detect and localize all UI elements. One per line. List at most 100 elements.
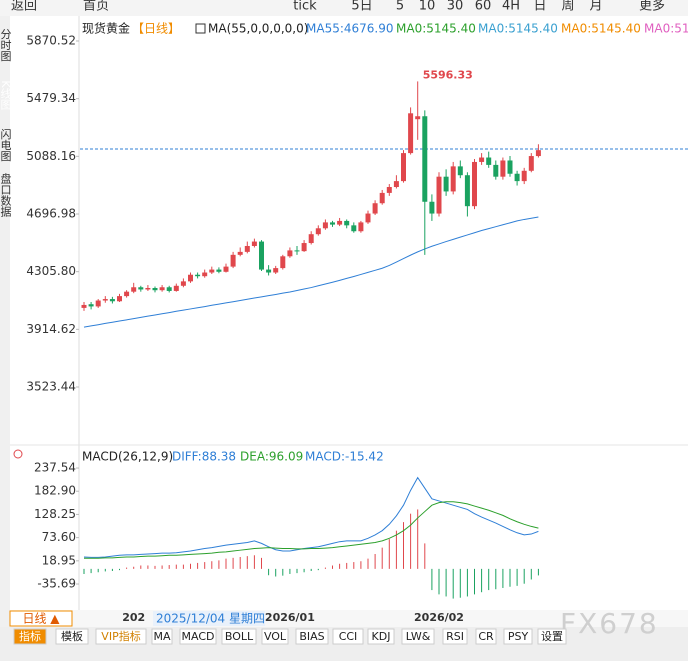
tab[interactable]: [151, 628, 173, 645]
tab[interactable]: [13, 628, 47, 645]
tab-label[interactable]: VIP指标: [101, 629, 140, 643]
candle-body: [507, 160, 513, 174]
tab-label[interactable]: RSI: [446, 630, 464, 643]
macd-line: [84, 501, 539, 559]
candle-body: [521, 170, 527, 182]
y-tick-label: 4696.98: [26, 206, 76, 220]
tab[interactable]: [537, 628, 567, 645]
toolbar-button[interactable]: tick: [293, 0, 317, 14]
candle-body: [117, 296, 122, 302]
candle-body: [202, 272, 208, 277]
candle-body: [266, 269, 272, 273]
toolbar-button[interactable]: 更多: [639, 0, 665, 14]
candle-body: [209, 269, 215, 273]
sidebar-tab[interactable]: K线图: [0, 80, 12, 110]
tab[interactable]: [261, 628, 289, 645]
candle-body: [514, 173, 520, 182]
y-tick-label: 3914.62: [26, 322, 76, 336]
period-button-label[interactable]: 日线 ▲: [22, 612, 60, 626]
watermark: FX678: [560, 607, 659, 640]
tab-label[interactable]: LW&: [406, 630, 431, 643]
period-button[interactable]: [9, 610, 73, 627]
toolbar-button[interactable]: 30: [447, 0, 464, 14]
sidebar: [0, 16, 10, 661]
candle-body: [358, 222, 364, 232]
toolbar-button[interactable]: 月: [589, 0, 602, 14]
toolbar-button[interactable]: 周: [561, 0, 574, 14]
tab-label[interactable]: 模板: [61, 629, 83, 643]
tab-label[interactable]: PSY: [508, 630, 529, 643]
toolbar-button[interactable]: 日: [533, 0, 546, 14]
sidebar-tab[interactable]: 盘口数据: [0, 172, 12, 218]
x-tick-label: 2026/02: [414, 611, 464, 624]
toolbar-button[interactable]: 10: [419, 0, 436, 14]
sidebar-tab[interactable]: 分时图: [0, 28, 12, 62]
candle-body: [251, 241, 257, 246]
tab[interactable]: [332, 628, 364, 645]
y-tick-label: 5088.16: [26, 149, 76, 163]
candle-body: [372, 203, 378, 214]
candle-body: [195, 274, 201, 277]
legend-entry: DIFF:88.38: [172, 450, 236, 464]
tab-label[interactable]: CR: [478, 630, 494, 643]
legend-entry: MA0:5145.40: [561, 22, 641, 36]
candle-body: [528, 156, 534, 171]
candle-body: [244, 245, 250, 252]
candle-body: [216, 269, 222, 272]
tab[interactable]: [179, 628, 217, 645]
candle-body: [393, 181, 399, 188]
tab[interactable]: [295, 628, 329, 645]
toolbar-button[interactable]: 首页: [83, 0, 109, 14]
y-tick-label: -35.69: [37, 577, 76, 591]
tab-label[interactable]: 指标: [19, 629, 41, 643]
legend-entry: MACD:-15.42: [305, 450, 384, 464]
tab-label[interactable]: 设置: [541, 630, 563, 643]
tab[interactable]: [55, 628, 89, 645]
tab-label[interactable]: MA: [153, 630, 170, 643]
candle-body: [500, 160, 506, 177]
toolbar-button[interactable]: 返回: [11, 0, 37, 14]
tab-label[interactable]: CCI: [339, 630, 358, 643]
candle-body: [237, 251, 243, 255]
tab[interactable]: [475, 628, 497, 645]
candle-body: [259, 241, 264, 270]
tab-label[interactable]: BOLL: [225, 630, 254, 643]
tab-label[interactable]: BIAS: [299, 630, 324, 643]
toolbar-button[interactable]: 5: [396, 0, 404, 14]
tab[interactable]: [442, 628, 468, 645]
y-tick-label: 73.60: [42, 530, 76, 544]
tab-label[interactable]: KDJ: [372, 630, 391, 643]
tab[interactable]: [95, 628, 147, 645]
y-tick-label: 182.90: [34, 484, 76, 498]
settings-icon[interactable]: [13, 449, 23, 459]
candle-body: [535, 150, 541, 157]
candle-body: [422, 116, 428, 202]
candle-body: [166, 287, 172, 291]
candle-body: [386, 187, 392, 193]
tab[interactable]: [221, 628, 257, 645]
candle-body: [280, 256, 286, 269]
legend-entry: MA0:5145.40: [396, 22, 476, 36]
candle-body: [322, 222, 328, 229]
candle-body: [180, 281, 186, 286]
toolbar-button[interactable]: 5日: [351, 0, 372, 14]
tab[interactable]: [503, 628, 533, 645]
candle-body: [131, 287, 137, 292]
candle-body: [230, 254, 236, 267]
tab[interactable]: [401, 628, 435, 645]
legend-entry: MA(55,0,0,0,0,0): [208, 22, 308, 36]
candle-body: [173, 285, 179, 291]
toolbar-button[interactable]: 4H: [502, 0, 520, 14]
tab-label[interactable]: VOL: [264, 630, 287, 643]
tab-label[interactable]: MACD: [182, 630, 215, 643]
tab[interactable]: [367, 628, 395, 645]
candle-body: [429, 201, 435, 214]
y-tick-label: 5870.52: [26, 33, 76, 47]
y-tick-label: 3523.44: [26, 380, 76, 394]
candle-body: [124, 291, 130, 297]
legend-entry: DEA:96.09: [240, 450, 303, 464]
candle-body: [81, 304, 87, 308]
toolbar-button[interactable]: 60: [475, 0, 492, 14]
sidebar-tab[interactable]: 闪电图: [0, 127, 12, 162]
